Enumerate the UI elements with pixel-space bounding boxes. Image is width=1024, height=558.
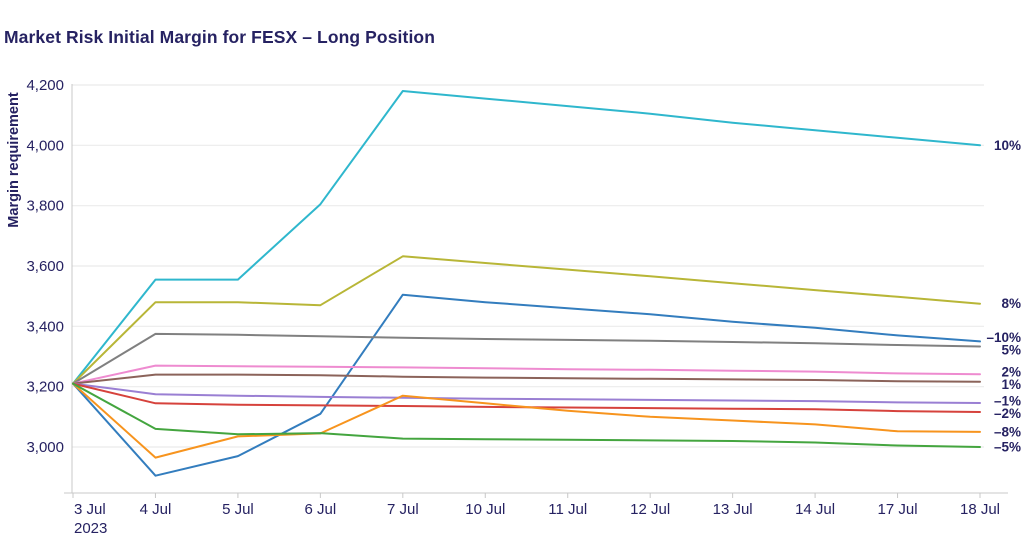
series-line-–8% xyxy=(72,382,981,459)
x-tick-label: 17 Jul xyxy=(878,501,918,518)
series-label-–10%: –10% xyxy=(986,330,1021,345)
series-line-1% xyxy=(72,373,981,385)
series-line-–1% xyxy=(72,382,981,404)
x-tick-label: 18 Jul xyxy=(960,501,1000,518)
series-line-8% xyxy=(72,255,981,385)
y-tick-label: 3,200 xyxy=(26,379,64,396)
x-tick-year-label: 2023 xyxy=(74,520,107,537)
series-line-5% xyxy=(72,332,981,385)
x-tick-label: 5 Jul xyxy=(222,501,254,518)
y-tick-label: 3,400 xyxy=(26,318,64,335)
x-tick-label: 7 Jul xyxy=(387,501,419,518)
x-tick-label: 4 Jul xyxy=(140,501,172,518)
series-line-10% xyxy=(72,90,981,385)
series-line-–5% xyxy=(72,382,981,448)
series-line-–10% xyxy=(72,293,981,477)
series-label-2%: 2% xyxy=(1001,364,1021,379)
y-tick-label: 4,200 xyxy=(26,77,64,94)
x-tick-label: 13 Jul xyxy=(713,501,753,518)
series-label-–2%: –2% xyxy=(994,406,1021,421)
x-tick-label: 6 Jul xyxy=(305,501,337,518)
series-line-2% xyxy=(72,364,981,385)
x-tick-label: 3 Jul xyxy=(74,501,106,518)
series-label-–1%: –1% xyxy=(994,394,1021,409)
x-tick-label: 10 Jul xyxy=(465,501,505,518)
series-label-5%: 5% xyxy=(1001,343,1021,358)
y-tick-label: 3,600 xyxy=(26,258,64,275)
x-tick-label: 11 Jul xyxy=(548,501,587,518)
series-label-1%: 1% xyxy=(1001,377,1021,392)
x-tick-label: 14 Jul xyxy=(795,501,835,518)
y-tick-label: 3,000 xyxy=(26,439,64,456)
x-tick-label: 12 Jul xyxy=(630,501,670,518)
series-label-–5%: –5% xyxy=(994,440,1021,455)
series-label-–8%: –8% xyxy=(994,424,1021,439)
chart-title: Market Risk Initial Margin for FESX – Lo… xyxy=(4,27,435,47)
series-label-8%: 8% xyxy=(1001,296,1021,311)
y-tick-label: 3,800 xyxy=(26,198,64,215)
series-label-10%: 10% xyxy=(994,138,1021,153)
y-tick-label: 4,000 xyxy=(26,137,64,154)
